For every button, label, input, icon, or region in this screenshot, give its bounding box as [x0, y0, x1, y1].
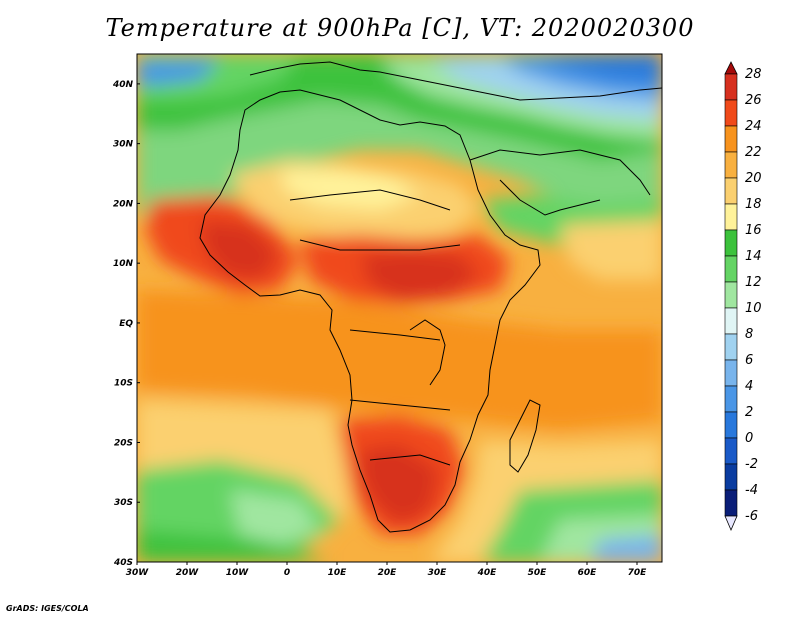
- x-tick-label: 30E: [428, 568, 448, 578]
- x-tick-label: 20E: [378, 568, 398, 578]
- colorbar-segment: [724, 125, 738, 153]
- x-axis: 30W 20W 10W 0 10E 20E 30E 40E 50E 60E 70E: [126, 562, 647, 578]
- colorbar-segment: [724, 177, 738, 205]
- colorbar-segment: [724, 489, 738, 517]
- colorbar-min-arrow: [724, 515, 738, 532]
- colorbar-segment: [724, 307, 738, 335]
- colorbar-segment: [724, 229, 738, 257]
- x-tick-label: 40E: [477, 568, 498, 578]
- colorbar-segment: [724, 359, 738, 387]
- x-tick-label: 10W: [226, 568, 250, 578]
- colorbar-segment: [724, 333, 738, 361]
- x-tick-label: 20W: [176, 568, 200, 578]
- colorbar-label: 18: [745, 197, 762, 212]
- footer-credit: GrADS: IGES/COLA: [6, 604, 89, 613]
- colorbar-segment: [724, 281, 738, 309]
- y-tick-label: 10S: [114, 379, 133, 389]
- map-frame: [136, 53, 663, 563]
- y-tick-label: 30S: [114, 498, 133, 508]
- colorbar-label: 28: [745, 67, 762, 82]
- colorbar-segment: [724, 385, 738, 413]
- colorbar-label: 20: [745, 171, 762, 186]
- colorbar-label: 2: [745, 405, 753, 420]
- colorbar-max-arrow: [724, 61, 738, 75]
- colorbar-segment: [724, 437, 738, 465]
- y-tick-label: 40N: [112, 80, 134, 90]
- map-title: Temperature at 900hPa [C], VT: 202002030…: [105, 14, 695, 42]
- y-tick-label: EQ: [119, 319, 133, 329]
- colorbar-label: 16: [745, 223, 762, 238]
- colorbar-label: 14: [745, 249, 762, 264]
- colorbar-label: 22: [745, 145, 762, 160]
- x-tick-label: 70E: [628, 568, 648, 578]
- colorbar-label: 26: [745, 93, 762, 108]
- colorbar-segment: [724, 99, 738, 127]
- colorbar-label: 0: [745, 431, 753, 446]
- colorbar-segment: [724, 463, 738, 491]
- colorbar-label: -2: [745, 457, 758, 472]
- y-tick-label: 30N: [113, 140, 134, 150]
- colorbar-label: 8: [745, 327, 753, 342]
- colorbar-segment: [724, 255, 738, 283]
- colorbar-label: 24: [745, 119, 762, 134]
- y-tick-label: 40S: [113, 558, 133, 568]
- coastlines: [199, 61, 662, 533]
- x-tick-label: 30W: [126, 568, 150, 578]
- colorbar-label: -4: [745, 483, 758, 498]
- temperature-field: [137, 54, 662, 562]
- y-tick-label: 20S: [114, 438, 133, 448]
- x-tick-label: 0: [284, 568, 290, 578]
- colorbar-label: -6: [745, 509, 758, 524]
- colorbar-segment: [724, 73, 738, 101]
- y-axis: 40N 30N 20N 10N EQ 10S 20S 30S 40S: [112, 80, 140, 568]
- colorbar-segment: [724, 151, 738, 179]
- colorbar-label: 12: [745, 275, 762, 290]
- y-tick-label: 10N: [113, 259, 134, 269]
- x-tick-label: 60E: [578, 568, 598, 578]
- colorbar-label: 10: [745, 301, 762, 316]
- colorbar-label: 4: [745, 379, 753, 394]
- y-tick-label: 20N: [113, 199, 134, 209]
- colorbar-label: 6: [745, 353, 753, 368]
- x-tick-label: 10E: [328, 568, 348, 578]
- colorbar-segment: [724, 411, 738, 439]
- colorbar-segment: [724, 203, 738, 231]
- x-tick-label: 50E: [528, 568, 548, 578]
